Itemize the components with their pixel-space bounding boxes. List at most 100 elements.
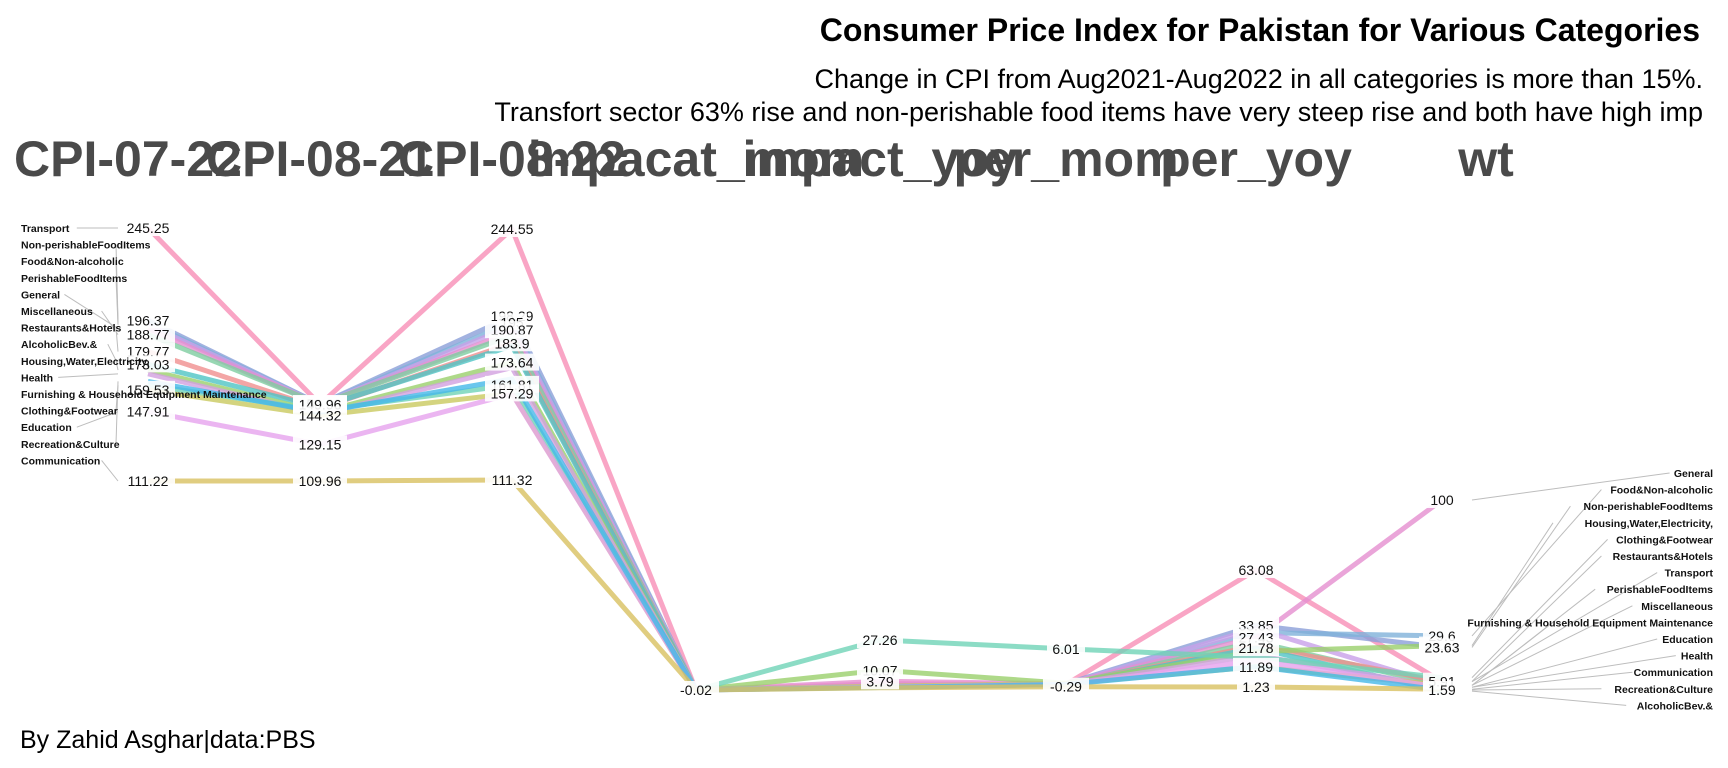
leader-line: [101, 310, 119, 335]
axis-title-cpi-07-22: CPI-07-22: [14, 131, 242, 187]
value-label: 188.77: [121, 325, 175, 343]
svg-text:173.64: 173.64: [491, 355, 534, 371]
svg-text:147.91: 147.91: [127, 404, 170, 420]
axis-title-impact-yoy: impact_yoy: [742, 131, 1017, 187]
leader-line: [64, 293, 119, 329]
leader-line: [101, 460, 119, 482]
value-label: 196.37: [121, 311, 175, 329]
left-label-alcoholicbev: AlcoholicBev.&: [21, 339, 98, 351]
value-label: 63.08: [1233, 561, 1279, 578]
right-label-food-non-alcoholic: Food&Non-alcoholic: [1610, 485, 1713, 497]
leader-line: [58, 373, 119, 378]
left-category-labels: Transport Non-perishableFoodItems Food&Non…: [21, 223, 267, 467]
left-label-health: Health: [21, 372, 53, 384]
value-label: 111.32: [485, 471, 539, 488]
leader-line: [115, 277, 119, 325]
svg-text:3.79: 3.79: [866, 673, 893, 689]
value-label: 1.59: [1423, 681, 1461, 698]
leader-line: [1471, 671, 1633, 690]
leader-line: [1471, 688, 1602, 691]
value-label: 129.15: [293, 435, 347, 453]
svg-text:188.77: 188.77: [127, 327, 170, 343]
leader-line: [1471, 489, 1602, 637]
caption: By Zahid Asghar|data:PBS: [20, 726, 316, 754]
right-label-non-perishablefooditems: Non-perishableFoodItems: [1583, 501, 1713, 513]
svg-text:245.25: 245.25: [127, 220, 170, 236]
svg-text:159.53: 159.53: [127, 382, 170, 398]
leader-line: [1471, 655, 1676, 688]
right-label-restaurants-hotels: Restaurants&Hotels: [1613, 551, 1714, 563]
svg-text:244.55: 244.55: [491, 221, 534, 237]
left-label-housing-water-electricity: Housing,Water,Electricity,: [21, 356, 149, 368]
svg-text:109.96: 109.96: [299, 473, 342, 489]
value-label: 3.79: [861, 672, 899, 690]
value-label: 23.63: [1419, 638, 1465, 656]
chart-subtitle-line1: Change in CPI from Aug2021-Aug2022 in al…: [814, 64, 1703, 94]
svg-text:-0.02: -0.02: [680, 682, 712, 698]
left-label-food-non-alcoholic: Food&Non-alcoholic: [21, 256, 124, 268]
svg-text:63.08: 63.08: [1238, 562, 1273, 578]
right-label-furnishing-household-equipment-maintenance: Furnishing & Household Equipment Mainten…: [1467, 617, 1713, 629]
chart-title: Consumer Price Index for Pakistan for Va…: [820, 12, 1700, 48]
svg-text:183.9: 183.9: [494, 335, 529, 351]
chart-subtitle-line2: Transfort sector 63% rise and non-perish…: [494, 97, 1703, 127]
series-line-communication: [148, 477, 1443, 693]
svg-text:1.23: 1.23: [1242, 679, 1269, 695]
svg-text:144.32: 144.32: [299, 407, 342, 423]
leader-line: [1471, 622, 1554, 686]
axis-title-cpi-08-21: CPI-08-21: [206, 131, 434, 187]
leader-line: [1471, 605, 1633, 686]
value-label: -0.02: [673, 681, 719, 698]
left-label-non-perishablefooditems: Non-perishableFoodItems: [21, 240, 151, 252]
value-label: 11.89: [1233, 657, 1279, 675]
value-label: 245.25: [121, 219, 175, 236]
svg-text:6.01: 6.01: [1052, 641, 1079, 657]
leader-line: [115, 381, 119, 444]
left-label-transport: Transport: [21, 223, 70, 235]
axis-title-impacat-mom: impacat_mom: [528, 131, 864, 187]
value-label: 27.26: [857, 631, 903, 648]
value-label: 159.53: [121, 380, 175, 398]
right-label-housing-water-electricity: Housing,Water,Electricity,: [1585, 518, 1713, 530]
axis-title-per-mom: per_mom: [953, 131, 1178, 187]
svg-text:129.15: 129.15: [299, 436, 342, 452]
leader-line: [1471, 638, 1658, 688]
svg-text:23.63: 23.63: [1424, 639, 1459, 655]
label-leaders: [58, 227, 1676, 706]
right-label-clothing-footwear: Clothing&Footwear: [1616, 534, 1713, 546]
value-label: 173.64: [485, 353, 539, 371]
left-label-perishablefooditems: PerishableFoodItems: [21, 273, 127, 285]
value-label: 244.55: [485, 220, 539, 237]
left-label-recreation-culture: Recreation&Culture: [21, 439, 120, 451]
left-label-furnishing-household-equipment-maintenance: Furnishing & Household Equipment Mainten…: [21, 389, 267, 401]
leader-line: [115, 327, 119, 352]
left-label-restaurants-hotels: Restaurants&Hotels: [21, 323, 122, 335]
right-label-general: General: [1674, 468, 1713, 480]
left-label-miscellaneous: Miscellaneous: [21, 306, 93, 318]
right-label-recreation-culture: Recreation&Culture: [1614, 684, 1713, 696]
value-label: 100: [1427, 491, 1457, 508]
right-label-perishablefooditems: PerishableFoodItems: [1607, 584, 1713, 596]
svg-text:157.29: 157.29: [491, 385, 534, 401]
left-label-clothing-footwear: Clothing&Footwear: [21, 406, 118, 418]
left-label-education: Education: [21, 422, 72, 434]
right-label-communication: Communication: [1634, 667, 1713, 679]
axis-titles: CPI-07-22CPI-08-21CPI-08-22impacat_momim…: [14, 131, 1514, 187]
right-label-health: Health: [1681, 651, 1713, 663]
leader-line: [1471, 572, 1658, 683]
svg-text:111.32: 111.32: [492, 472, 533, 488]
axis-title-wt: wt: [1457, 131, 1514, 187]
series-lines: [146, 226, 1444, 694]
svg-text:196.37: 196.37: [127, 312, 170, 328]
left-label-general: General: [21, 289, 60, 301]
svg-text:100: 100: [1430, 492, 1454, 508]
svg-text:11.89: 11.89: [1239, 659, 1273, 675]
leader-line: [1471, 505, 1571, 648]
value-labels: 245.25196.37188.77179.77173.03159.53147.…: [121, 219, 1465, 698]
value-label: 6.01: [1047, 639, 1085, 657]
value-label: 173.03: [121, 355, 175, 373]
value-label: 111.22: [121, 472, 175, 489]
value-label: 144.32: [293, 406, 347, 424]
value-label: 147.91: [121, 402, 175, 420]
